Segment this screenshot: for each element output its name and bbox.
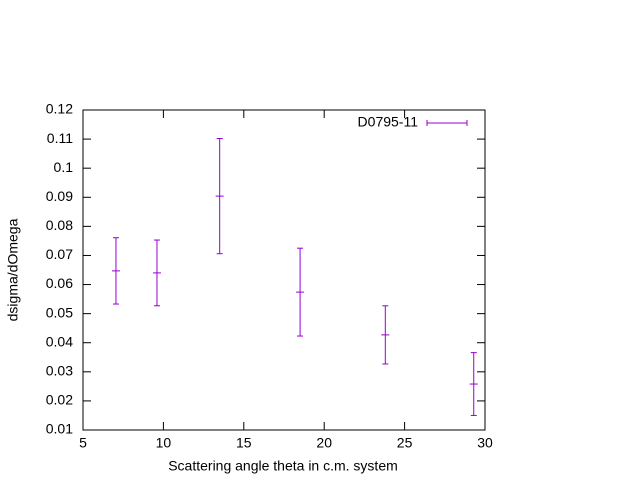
y-tick-label: 0.02 <box>46 392 73 408</box>
y-tick-label: 0.12 <box>46 101 73 117</box>
x-tick-label: 30 <box>477 435 493 451</box>
plot-frame <box>82 109 486 431</box>
y-tick-label: 0.1 <box>54 159 74 175</box>
y-tick-label: 0.11 <box>47 130 73 146</box>
y-tick-label: 0.01 <box>46 421 73 437</box>
y-tick-label: 0.05 <box>46 304 73 320</box>
x-axis-label: Scattering angle theta in c.m. system <box>168 458 398 474</box>
legend-label: D0795-11 <box>358 114 419 130</box>
x-tick-label: 25 <box>397 435 413 451</box>
y-axis-label: dsigma/dOmega <box>5 218 21 321</box>
x-tick-label: 15 <box>236 435 252 451</box>
y-tick-label: 0.06 <box>46 275 73 291</box>
y-tick-label: 0.09 <box>46 188 73 204</box>
x-tick-label: 10 <box>156 435 172 451</box>
x-tick-label: 20 <box>316 435 332 451</box>
y-tick-label: 0.08 <box>46 217 73 233</box>
y-tick-label: 0.07 <box>46 246 73 262</box>
y-tick-label: 0.03 <box>46 363 73 379</box>
y-tick-label: 0.04 <box>46 333 73 349</box>
x-tick-label: 5 <box>79 435 87 451</box>
